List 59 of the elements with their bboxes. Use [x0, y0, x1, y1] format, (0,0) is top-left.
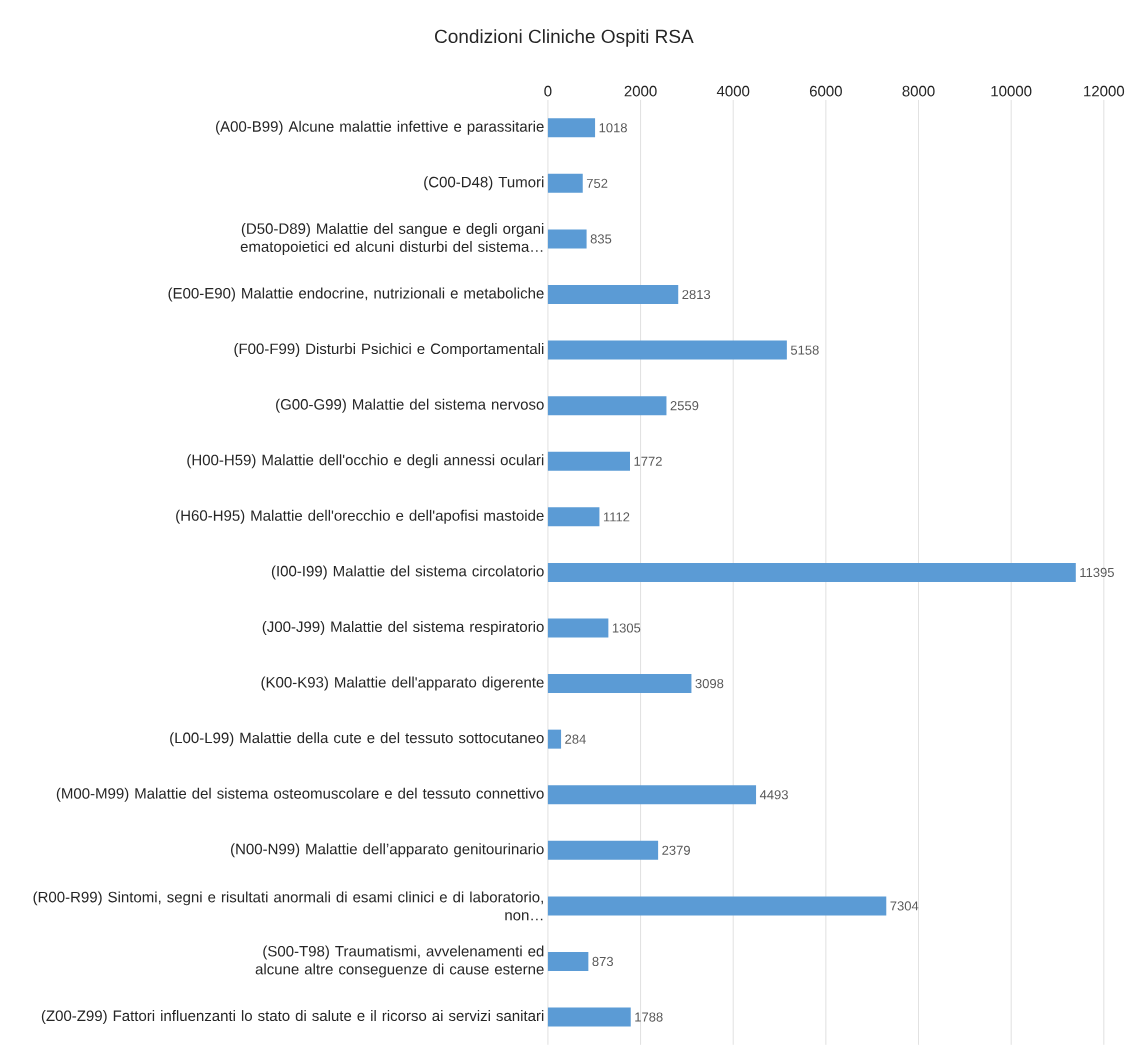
y-tick-label: (F00-F99) Disturbi Psichici e Comportamentali	[234, 343, 544, 358]
data-label: 2379	[662, 845, 690, 855]
data-label: 5158	[790, 345, 819, 355]
y-tick-label: (M00-M99) Malattie del sistema osteomuscolare e del tessuto connettivo	[56, 787, 544, 802]
y-tick-label: (A00-B99) Alcune malattie infettive e parassitarie	[216, 120, 544, 135]
data-label: 1305	[612, 623, 641, 633]
bar	[547, 507, 600, 527]
x-tick-label: 12000	[1084, 85, 1125, 97]
data-label: 1772	[634, 456, 662, 466]
data-label: 4493	[759, 790, 788, 800]
x-tick-label: 8000	[902, 85, 935, 97]
y-tick-label: (J00-J99) Malattie del sistema respiratorio	[262, 621, 544, 636]
bar	[547, 340, 787, 360]
data-label: 1018	[599, 123, 627, 133]
data-label: 3098	[695, 679, 724, 689]
data-label: 2559	[670, 401, 699, 411]
bar	[547, 618, 609, 638]
bar	[547, 674, 692, 694]
data-label: 835	[590, 234, 612, 244]
y-tick-label: (H60-H95) Malattie dell'orecchio e dell'apofisi mastoide	[176, 509, 544, 524]
bar	[547, 896, 887, 916]
y-tick-label: (S00-T98) Traumatismi, avvelenamenti ed alcune altre conseguenze di cause esterne	[255, 945, 544, 978]
x-tick-label: 4000	[716, 85, 750, 97]
data-label: 11395	[1080, 567, 1114, 578]
y-tick-label: (G00-G99) Malattie del sistema nervoso	[276, 398, 544, 413]
y-tick-label: (Z00-Z99) Fattori influenzanti lo stato di salute e il ricorso ai servizi sanitari	[41, 1010, 544, 1025]
y-tick-label: (K00-K93) Malattie dell'apparato digerente	[261, 676, 544, 691]
bar	[547, 562, 1076, 582]
data-label: 1788	[635, 1012, 663, 1022]
bar	[547, 118, 596, 138]
y-tick-label: (E00-E90) Malattie endocrine, nutrizionali e metaboliche	[168, 287, 544, 302]
bar	[547, 229, 587, 249]
bar	[547, 173, 583, 193]
chart-title: Condizioni Cliniche Ospiti RSA	[435, 29, 694, 47]
bar	[547, 1007, 631, 1027]
data-label: 752	[586, 178, 608, 189]
bar	[547, 952, 589, 972]
data-label: 873	[592, 956, 613, 967]
bar	[547, 396, 667, 416]
y-tick-label: (D50-D89) Malattie del sangue e degli organi ematopoietici ed alcuni disturbi del sistema…	[240, 223, 544, 255]
bar	[547, 451, 630, 471]
data-label: 284	[565, 734, 586, 744]
x-tick-label: 6000	[809, 85, 842, 97]
y-tick-label: (N00-N99) Malattie dell’apparato genitourinario	[231, 843, 544, 858]
x-tick-label: 10000	[991, 85, 1032, 97]
data-label: 7304	[890, 901, 919, 911]
y-tick-label: (I00-I99) Malattie del sistema circolatorio	[271, 565, 544, 580]
data-label: 1112	[603, 512, 630, 522]
data-label: 2813	[682, 289, 711, 300]
x-tick-label: 2000	[624, 85, 657, 97]
y-tick-label: (R00-R99) Sintomi, segni e risultati anormali di esami clinici e di laboratorio, non…	[33, 891, 543, 921]
bar	[547, 729, 562, 749]
y-tick-label: (C00-D48) Tumori	[424, 176, 544, 191]
bar	[547, 285, 679, 305]
x-tick-label: 0	[544, 85, 552, 97]
y-tick-label: (H00-H59) Malattie dell'occhio e degli annessi oculari	[187, 454, 544, 469]
y-tick-label: (L00-L99) Malattie della cute e del tessuto sottocutaneo	[170, 732, 544, 747]
bar	[547, 785, 757, 805]
bar	[547, 840, 659, 860]
